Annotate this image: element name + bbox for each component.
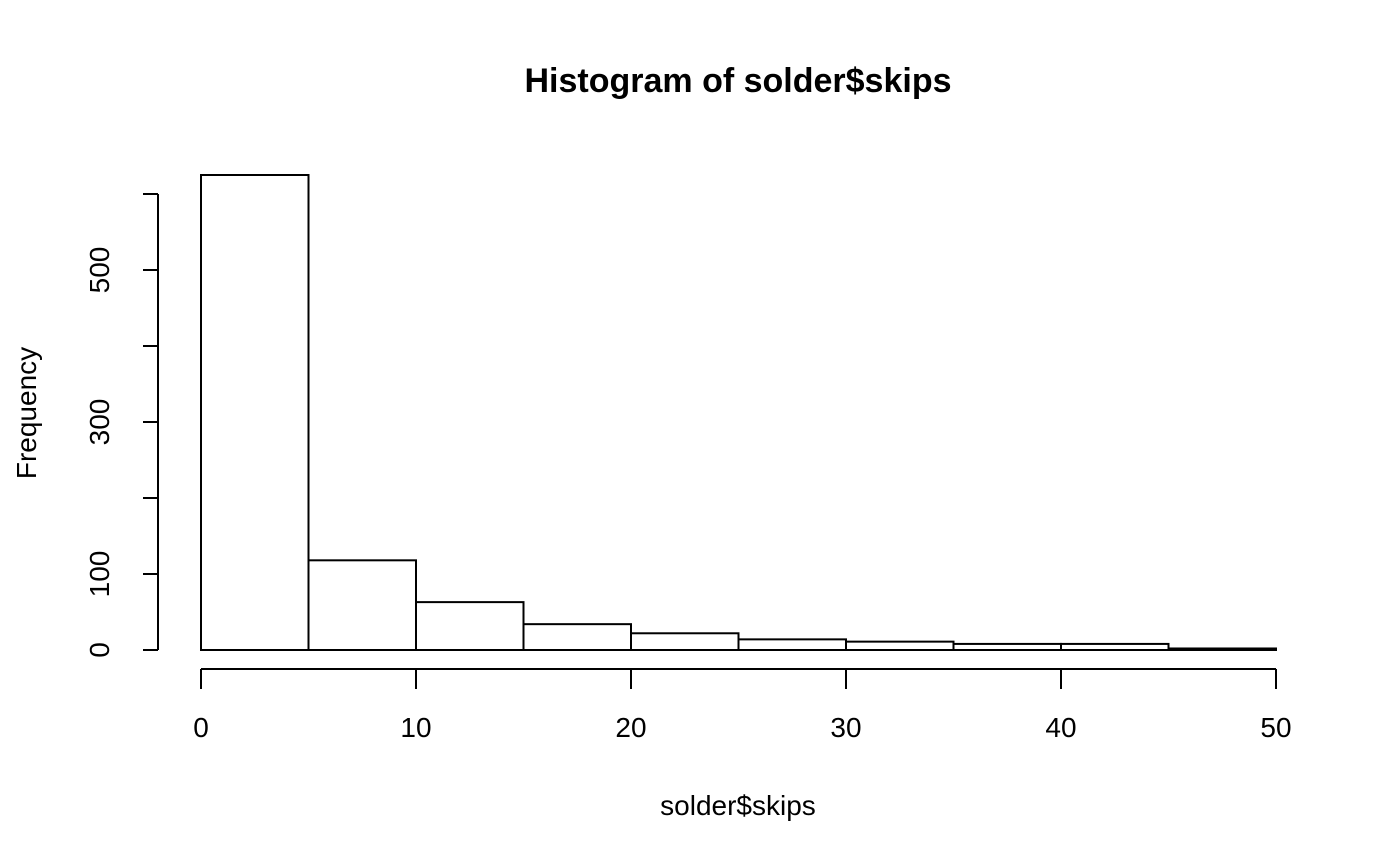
histogram-bar-6 (845, 640, 955, 652)
histogram-bar-8 (1060, 642, 1170, 651)
x-tick-label-30: 30 (830, 712, 861, 743)
histogram-bar-1 (307, 559, 417, 652)
y-tick-label-0: 0 (84, 642, 115, 658)
histogram-bar-7 (952, 642, 1062, 651)
y-tick-label-500: 500 (84, 247, 115, 294)
x-tick-label-50: 50 (1260, 712, 1291, 743)
y-tick-label-300: 300 (84, 399, 115, 446)
x-tick-label-10: 10 (400, 712, 431, 743)
x-axis: 0 10 20 30 40 50 (193, 668, 1292, 743)
histogram-bar-3 (522, 623, 632, 651)
chart-title: Histogram of solder$skips (524, 62, 951, 100)
y-axis: 0 100 300 500 (84, 193, 159, 658)
y-tick-label-100: 100 (84, 551, 115, 598)
histogram-bar-9 (1167, 647, 1277, 651)
x-axis-label: solder$skips (660, 790, 816, 821)
histogram-bar-4 (630, 632, 740, 652)
y-axis-label: Frequency (11, 347, 42, 479)
histogram-bar-2 (415, 601, 525, 651)
histogram-bar-5 (737, 638, 847, 651)
x-tick-label-20: 20 (615, 712, 646, 743)
histogram-bar-0 (200, 174, 310, 651)
x-tick-label-0: 0 (193, 712, 209, 743)
x-tick-label-40: 40 (1045, 712, 1076, 743)
histogram-bars (200, 174, 1277, 652)
